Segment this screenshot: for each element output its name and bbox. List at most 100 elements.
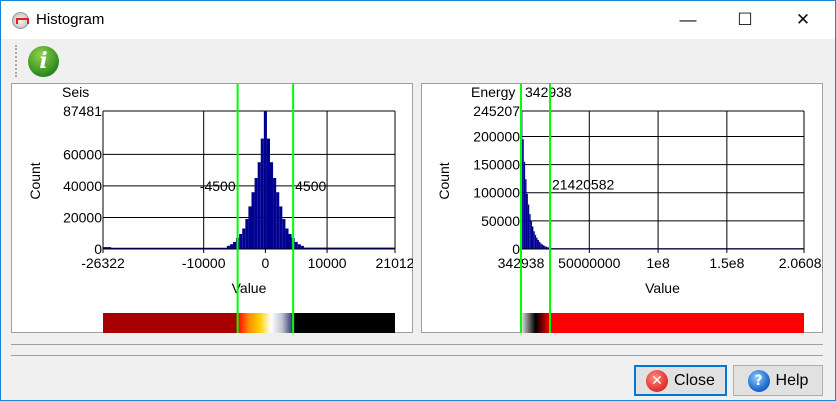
histogram-bar: [530, 220, 533, 249]
histogram-bar: [527, 204, 530, 249]
toolbar-grip[interactable]: [15, 45, 17, 77]
histogram-bar: [300, 245, 304, 249]
histogram-tail-bar: [111, 247, 227, 249]
y-axis-label: Count: [436, 162, 452, 199]
histogram-bar: [523, 161, 526, 249]
histogram-bar: [525, 179, 527, 249]
histogram-bar: [245, 219, 249, 249]
chart-title: Seis: [62, 84, 89, 100]
seis-histogram-panel: 0 20000 40000 60000 87481 -26322 -10000 0 10000 2…: [11, 83, 413, 333]
histogram-bar: [282, 219, 286, 249]
app-icon: [12, 12, 29, 29]
histogram-bar: [263, 111, 267, 249]
histogram-bar: [537, 239, 539, 249]
y-tick-label: 87481: [63, 103, 102, 119]
histogram-bar: [545, 246, 548, 249]
divider: [11, 355, 823, 356]
x-tick-label: 1.5e8: [709, 255, 744, 271]
histogram-bar: [547, 247, 549, 249]
colorbar-gradient: [521, 313, 550, 333]
histogram-bar: [540, 243, 542, 249]
info-icon[interactable]: i: [28, 46, 59, 77]
x-tick-label: 10000: [308, 255, 347, 271]
window-title: Histogram: [36, 11, 105, 28]
y-tick-label: 150000: [473, 157, 520, 173]
histogram-bar: [544, 246, 546, 249]
close-icon: ✕: [646, 369, 669, 392]
close-window-button[interactable]: ✕: [795, 10, 811, 29]
histogram-bar: [294, 241, 298, 249]
range-marker-label: 342938: [525, 84, 572, 100]
x-tick-label: 0: [261, 255, 269, 271]
help-label: Help: [775, 371, 809, 389]
histogram-bar: [526, 193, 528, 249]
range-marker-label: 4500: [295, 178, 326, 194]
y-tick-label: 60000: [63, 146, 102, 162]
histogram-bar: [538, 241, 541, 249]
help-icon: ?: [747, 369, 770, 392]
title-bar: Histogram — ☐ ✕: [1, 1, 835, 39]
y-tick-label: 245207: [473, 103, 520, 119]
histogram-bar: [266, 138, 271, 249]
histogram-bar: [251, 192, 255, 249]
histogram-bar: [226, 245, 230, 249]
histogram-bar: [534, 234, 537, 249]
x-axis-label: Value: [645, 280, 680, 296]
x-tick-label: 50000000: [558, 255, 621, 271]
histogram-bar: [288, 234, 292, 249]
histogram-bar: [248, 206, 252, 249]
y-tick-label: 0: [512, 241, 520, 257]
histogram-bar: [285, 228, 289, 249]
histogram-bar: [541, 244, 544, 249]
histogram-bar: [232, 241, 237, 249]
divider: [11, 344, 823, 345]
colorbar-above: [293, 313, 395, 333]
histogram-bar: [257, 162, 261, 249]
histogram-tail-bar: [103, 247, 112, 249]
y-tick-label: 200000: [473, 128, 520, 144]
y-axis-label: Count: [27, 162, 43, 199]
histogram-bar: [543, 245, 545, 249]
histogram-bar: [522, 139, 524, 249]
colorbar-above: [549, 313, 804, 333]
histogram-bar: [536, 237, 538, 249]
histogram-bar: [242, 228, 246, 249]
y-tick-label: 20000: [63, 209, 102, 225]
y-tick-label: 40000: [63, 178, 102, 194]
x-tick-label: -10000: [182, 255, 226, 271]
x-tick-label: 21012: [376, 255, 413, 271]
histogram-bar: [533, 231, 535, 249]
x-tick-label: 2.06081: [779, 255, 823, 271]
close-button[interactable]: ✕ Close: [634, 365, 727, 396]
energy-histogram-panel: 0 50000 100000 150000 200000 245207 342938 5000…: [421, 83, 823, 333]
help-button[interactable]: ? Help: [733, 365, 823, 396]
minimize-button[interactable]: —: [679, 10, 697, 29]
chart-title: Energy: [471, 84, 515, 100]
histogram-bar: [270, 162, 274, 249]
energy-histogram-chart[interactable]: 0 50000 100000 150000 200000 245207 342938 5000…: [421, 83, 823, 333]
histogram-bar: [529, 214, 531, 249]
histogram-bar: [279, 206, 283, 249]
toolbar: i: [1, 39, 835, 81]
maximize-button[interactable]: ☐: [737, 10, 753, 29]
close-label: Close: [674, 371, 715, 389]
colorbar-gradient: [237, 313, 294, 333]
histogram-bar: [239, 234, 243, 249]
histogram-bar: [229, 244, 233, 249]
histogram-bar: [273, 178, 277, 249]
x-axis-label: Value: [232, 280, 267, 296]
histogram-bar: [297, 244, 301, 249]
y-tick-label: 0: [94, 241, 102, 257]
histogram-bar: [532, 226, 534, 249]
range-marker-label: -4500: [200, 178, 236, 194]
seis-histogram-chart[interactable]: 0 20000 40000 60000 87481 -26322 -10000 0 10000 2…: [11, 83, 413, 333]
histogram-bar: [260, 138, 264, 249]
histogram-bar: [276, 192, 280, 249]
y-tick-label: 100000: [473, 185, 520, 201]
range-marker-label: 21420582: [552, 176, 615, 192]
x-tick-label: -26322: [81, 255, 125, 271]
histogram-bar: [254, 178, 258, 249]
y-tick-label: 50000: [481, 213, 520, 229]
colorbar-below: [103, 313, 238, 333]
histogram-tail-bar: [303, 247, 395, 249]
